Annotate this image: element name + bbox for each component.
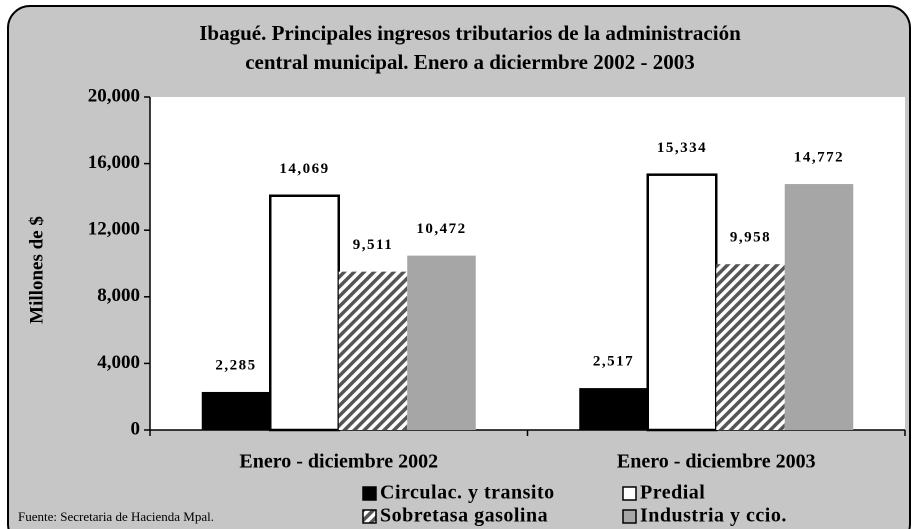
value-label: 14,772 [794,149,844,165]
value-label: 14,069 [279,161,329,177]
legend-label: Sobretasa gasolina [380,505,548,527]
bar [646,173,718,432]
x-tick-label: Enero - diciembre 2003 [617,451,816,473]
legend-swatch [362,486,377,501]
bar [407,255,476,430]
legend-label: Industria y ccio. [640,505,787,527]
chart-title: central municipal. Enero a diciermbre 20… [245,50,695,74]
y-axis-label: Millones de $ [26,216,47,324]
value-label: 9,511 [353,237,393,253]
y-tick-label: 20,000 [88,85,140,106]
y-tick-label: 16,000 [88,152,140,173]
legend-swatch [362,509,377,524]
y-tick-label: 4,000 [97,352,140,373]
legend-label: Predial [640,482,705,504]
legend-label: Circulac. y transito [380,482,555,504]
bar [716,264,785,430]
value-label: 10,472 [416,221,466,237]
bar [269,194,340,432]
source: Fuente: Secretaria de Hacienda Mpal. [18,509,214,524]
bar [201,391,271,430]
legend-swatch [622,509,637,524]
bar [579,388,648,430]
value-label: 9,958 [730,230,771,246]
bar [784,184,854,430]
bar [338,271,408,430]
y-tick-label: 12,000 [88,219,140,240]
y-tick-label: 0 [131,418,141,439]
value-label: 15,334 [657,140,707,156]
x-tick-label: Enero - diciembre 2002 [239,451,438,473]
y-tick-label: 8,000 [97,285,140,306]
legend-swatch [622,486,637,501]
chart-title: Ibagué. Principales ingresos tributarios… [199,21,741,45]
value-label: 2,285 [215,357,256,373]
value-label: 2,517 [593,354,634,370]
